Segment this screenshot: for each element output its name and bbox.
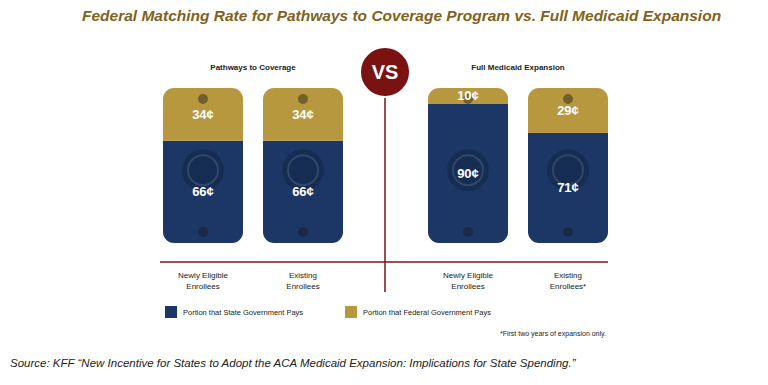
category-line: Existing	[554, 271, 582, 280]
bill-notch	[463, 227, 473, 237]
data-label: 34¢	[292, 107, 314, 122]
category-line: Newly Eligible	[443, 271, 493, 280]
category-line: Existing	[289, 271, 317, 280]
category-label: Newly Eligible Enrollees	[443, 271, 493, 291]
category-label: Existing Enrollees	[286, 271, 319, 291]
chart: Federal Matching Rate for Pathways to Co…	[0, 0, 768, 385]
legend-label: Portion that State Government Pays	[183, 308, 303, 317]
category-line: Enrollees*	[550, 282, 586, 291]
bill-notch	[198, 94, 208, 104]
bill-seal-ring	[188, 155, 218, 185]
bill	[428, 88, 508, 243]
bar-segment	[263, 141, 343, 243]
footnote: *First two years of expansion only.	[500, 330, 606, 338]
bill-seal-ring	[453, 155, 483, 185]
bill-notch	[298, 94, 308, 104]
legend-swatch	[165, 306, 177, 318]
group-label: Pathways to Coverage	[210, 63, 296, 72]
legend-swatch	[345, 306, 357, 318]
bar-segment	[163, 141, 243, 243]
legend-label: Portion that Federal Government Pays	[363, 308, 491, 317]
vs-label: VS	[372, 61, 399, 83]
bar-segment	[163, 88, 243, 141]
category-line: Enrollees	[451, 282, 484, 291]
data-label: 34¢	[192, 107, 214, 122]
title: Federal Matching Rate for Pathways to Co…	[82, 7, 721, 24]
data-label: 66¢	[292, 184, 314, 199]
bar-segment	[428, 104, 508, 244]
data-label: 71¢	[557, 180, 579, 195]
bill-notch	[298, 227, 308, 237]
data-label: 66¢	[192, 184, 214, 199]
category-line: Enrollees	[186, 282, 219, 291]
bill-notch	[198, 227, 208, 237]
source: Source: KFF “New Incentive for States to…	[10, 357, 577, 369]
bill	[163, 88, 243, 243]
group-label: Full Medicaid Expansion	[471, 63, 564, 72]
category-label: Existing Enrollees*	[550, 271, 586, 291]
bar-segment	[263, 88, 343, 141]
divider-horizontal	[160, 261, 608, 263]
bill	[263, 88, 343, 243]
category-line: Newly Eligible	[178, 271, 228, 280]
bar-segment	[528, 133, 608, 243]
bill-notch	[563, 227, 573, 237]
bill	[528, 88, 608, 243]
vs-circle	[360, 47, 410, 97]
bar-segment	[428, 88, 508, 104]
bar-segment	[528, 88, 608, 133]
data-label: 10¢	[457, 88, 479, 103]
data-label: 29¢	[557, 103, 579, 118]
data-label: 90¢	[457, 166, 479, 181]
category-label: Newly Eligible Enrollees	[178, 271, 228, 291]
bill-seal	[447, 149, 489, 191]
category-line: Enrollees	[286, 282, 319, 291]
bill-seal-ring	[288, 155, 318, 185]
